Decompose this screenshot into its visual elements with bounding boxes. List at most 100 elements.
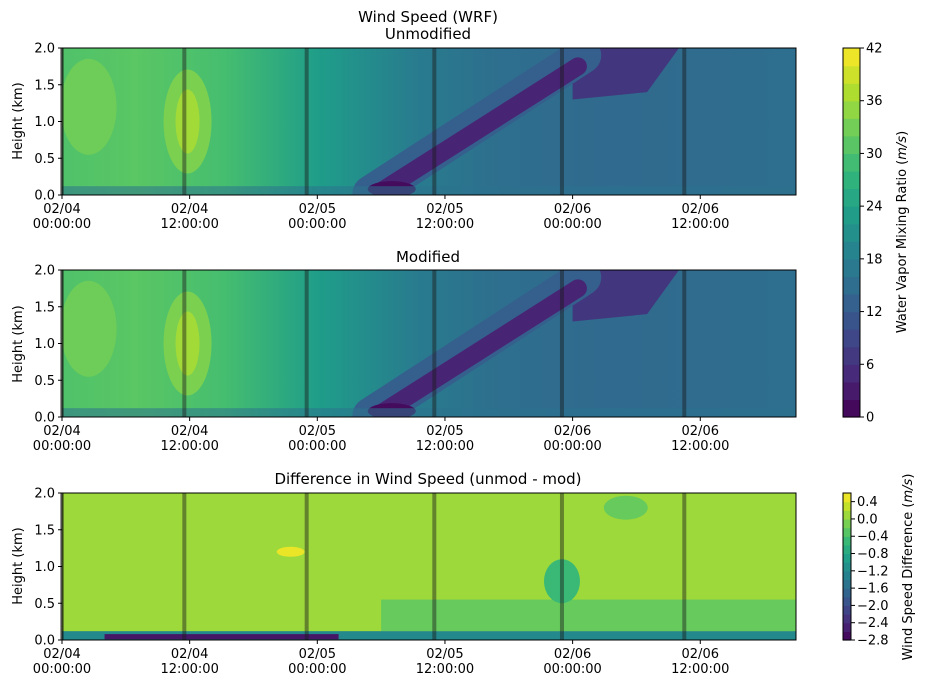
colorbar-tick-label: 6	[866, 358, 874, 373]
positive-patch	[276, 546, 305, 557]
negative-band	[381, 599, 796, 632]
x-tick-label: 02/05 12:00:00	[416, 202, 474, 232]
y-tick-label: 2.0	[34, 264, 55, 279]
y-tick-label: 0.5	[34, 152, 55, 167]
colorbar-segment	[843, 579, 851, 589]
colorbar-segment	[843, 364, 860, 383]
y-tick-label: 0.0	[34, 634, 55, 649]
colorbar-segment	[843, 631, 851, 641]
panel-unmodified: Unmodified Height (km) 0.0 0.5 1.0 1.5 2.0 02…	[11, 25, 797, 232]
colorbar-segment	[843, 346, 860, 365]
colorbar-tick-label: −1.2	[857, 564, 889, 579]
y-tick-label: 2.0	[34, 42, 55, 57]
colorbar-tick-label: −0.4	[857, 530, 889, 545]
x-tick-label: 02/06 00:00:00	[543, 647, 601, 677]
colorbar-tick-label: −2.4	[857, 616, 889, 631]
colorbar-segment	[843, 493, 851, 503]
panel-title: Modified	[396, 248, 460, 266]
colorbar-tick-label: 12	[866, 305, 883, 320]
colorbar-wind-speed: Water Vapor Mixing Ratio (m/s) 0 6 12 18 24 3…	[842, 42, 910, 426]
colorbar-segment	[843, 311, 860, 330]
x-tick-label: 02/04 12:00:00	[160, 202, 218, 232]
y-tick-label: 1.5	[34, 523, 55, 538]
surface-layer	[62, 408, 796, 417]
wind-maximum-inner	[175, 311, 200, 376]
low-speed-band	[372, 57, 587, 195]
colorbar-segment	[843, 381, 860, 401]
colorbar-label: Water Vapor Mixing Ratio (m/s)	[895, 131, 910, 333]
y-tick-label: 1.0	[34, 115, 55, 130]
colorbar-segment	[843, 570, 851, 581]
colorbar-tick-label: 30	[866, 147, 883, 162]
y-tick-label: 1.0	[34, 337, 55, 352]
colorbar-frame	[842, 47, 861, 418]
colorbar-tick-label: −1.6	[857, 582, 889, 597]
colorbar-segment	[843, 329, 860, 348]
colorbar-segment	[843, 614, 851, 624]
negative-patch	[543, 559, 580, 604]
y-axis-label: Height (km)	[11, 527, 26, 604]
x-tick-label: 02/06 12:00:00	[671, 424, 729, 454]
colorbar-segment	[843, 510, 851, 520]
x-tick-label: 02/04 12:00:00	[160, 647, 218, 677]
colorbar-segment	[843, 241, 860, 260]
panel-modified: Modified Height (km) 0.0 0.5 1.0 1.5 2.0 02/0…	[11, 248, 797, 454]
y-tick-label: 0.0	[34, 189, 55, 204]
contour-field	[62, 48, 796, 195]
colorbar-segment	[843, 605, 851, 615]
colorbar-segment	[843, 562, 851, 572]
colorbar-segment	[843, 622, 851, 632]
colorbar-tick-label: 24	[866, 200, 883, 215]
contour-field	[62, 493, 796, 640]
colorbar-segment	[843, 65, 860, 84]
x-tick-label: 02/05 00:00:00	[288, 647, 346, 677]
colorbar-segment	[843, 294, 860, 313]
contour-field	[62, 270, 796, 417]
surface-minimum	[104, 634, 339, 640]
x-tick-label: 02/06 12:00:00	[671, 202, 729, 232]
figure-title: Wind Speed (WRF)	[358, 8, 498, 26]
colorbar-segment	[843, 536, 851, 546]
colorbar-segment	[843, 527, 851, 537]
colorbar-segment	[843, 518, 851, 529]
y-tick-label: 1.5	[34, 78, 55, 93]
colorbar-difference: Wind Speed Difference (m/s) −2.8 −2.4 −2.0…	[842, 474, 916, 660]
y-tick-label: 1.5	[34, 300, 55, 315]
low-speed-band	[372, 279, 587, 417]
y-tick-label: 0.0	[34, 411, 55, 426]
panel-title: Unmodified	[385, 25, 471, 43]
y-tick-label: 0.5	[34, 374, 55, 389]
colorbar-tick-label: 0.4	[857, 495, 878, 510]
x-tick-label: 02/04 00:00:00	[33, 202, 91, 232]
x-tick-label: 02/04 00:00:00	[33, 647, 91, 677]
colorbar-segment	[843, 206, 860, 225]
colorbar-tick-label: −2.0	[857, 599, 889, 614]
x-tick-label: 02/05 00:00:00	[288, 424, 346, 454]
wind-band-left	[62, 280, 117, 377]
colorbar-tick-label: 18	[866, 252, 883, 267]
colorbar-tick-label: 0	[866, 411, 874, 426]
colorbar-segment	[843, 596, 851, 607]
x-tick-label: 02/05 12:00:00	[416, 647, 474, 677]
colorbar-segment	[843, 223, 860, 242]
colorbar-segment	[843, 100, 860, 119]
colorbar-segment	[843, 588, 851, 598]
negative-patch-upper	[603, 495, 648, 520]
colorbar-segment	[843, 118, 860, 137]
colorbar-segment	[843, 276, 860, 295]
colorbar-tick-label: −2.8	[857, 634, 889, 649]
colorbar-segment	[843, 501, 851, 511]
colorbar-frame	[842, 492, 852, 641]
colorbar-tick-label: 36	[866, 94, 883, 109]
colorbar-segment	[843, 83, 860, 102]
surface-layer	[62, 631, 796, 640]
y-axis-label: Height (km)	[11, 305, 26, 382]
x-tick-label: 02/06 00:00:00	[543, 202, 601, 232]
colorbar-segment	[843, 399, 860, 418]
colorbar-tick-label: −0.8	[857, 547, 889, 562]
x-tick-label: 02/05 12:00:00	[416, 424, 474, 454]
wind-band-left	[62, 58, 117, 155]
x-tick-label: 02/04 00:00:00	[33, 424, 91, 454]
y-tick-label: 1.0	[34, 560, 55, 575]
